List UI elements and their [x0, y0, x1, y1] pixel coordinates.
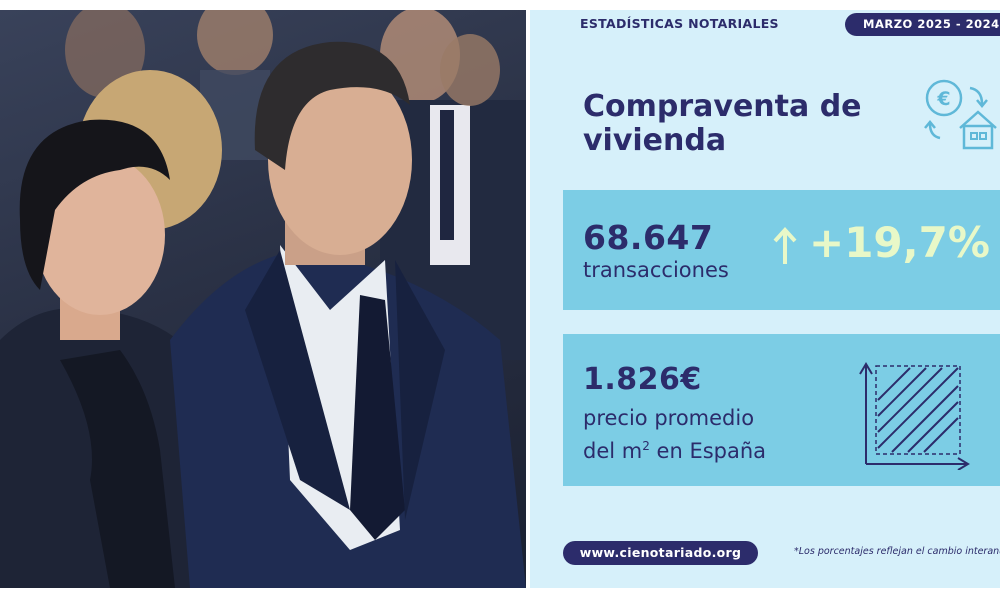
website-link[interactable]: www.cienotariado.org: [563, 541, 758, 565]
footnote: *Los porcentajes reflejan el cambio inte…: [794, 546, 1000, 557]
price-label-line1: precio promedio: [583, 406, 755, 430]
price-value: 1.826€: [583, 362, 702, 397]
date-range-badge: MARZO 2025 - 2024: [845, 13, 1000, 36]
price-label: precio promedio del m2 en España: [583, 404, 823, 465]
svg-text:€: €: [936, 88, 950, 110]
event-photo: [0, 10, 526, 588]
euro-house-exchange-icon: €: [924, 79, 997, 150]
transactions-change: +19,7%: [809, 218, 990, 267]
price-card: 1.826€ precio promedio del m2 en España: [563, 334, 1000, 486]
infographic-panel: ESTADÍSTICAS NOTARIALES MARZO 2025 - 202…: [530, 10, 1000, 588]
arrow-up-icon: [773, 227, 797, 264]
header-title: ESTADÍSTICAS NOTARIALES: [580, 16, 779, 31]
price-label-superscript: 2: [642, 439, 650, 453]
transactions-label: transacciones: [583, 258, 729, 282]
square-meter-area-icon: [859, 362, 970, 470]
price-label-line2-prefix: del m: [583, 439, 643, 463]
audience-illustration: [0, 10, 526, 588]
transactions-value: 68.647: [583, 218, 714, 257]
price-label-line2-suffix: en España: [649, 439, 767, 463]
main-title: Compraventa de vivienda: [583, 89, 862, 158]
transactions-card: 68.647 transacciones +19,7%: [563, 190, 1000, 310]
